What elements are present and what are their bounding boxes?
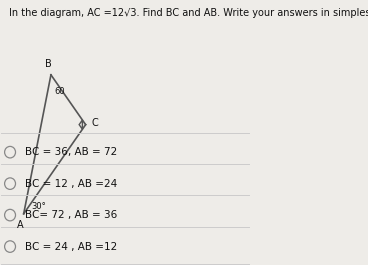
Text: B: B — [45, 59, 52, 69]
Text: A: A — [17, 220, 24, 230]
Text: 30°: 30° — [31, 202, 46, 211]
Text: C: C — [91, 118, 98, 128]
Text: BC= 72 , AB = 36: BC= 72 , AB = 36 — [25, 210, 117, 220]
Text: BC = 36, AB = 72: BC = 36, AB = 72 — [25, 147, 117, 157]
Text: BC = 24 , AB =12: BC = 24 , AB =12 — [25, 242, 117, 251]
Text: BC = 12 , AB =24: BC = 12 , AB =24 — [25, 179, 117, 189]
Text: 60: 60 — [54, 87, 65, 96]
Text: In the diagram, AC =12√3. Find BC and AB. Write your answers in simplest form.: In the diagram, AC =12√3. Find BC and AB… — [9, 8, 368, 18]
